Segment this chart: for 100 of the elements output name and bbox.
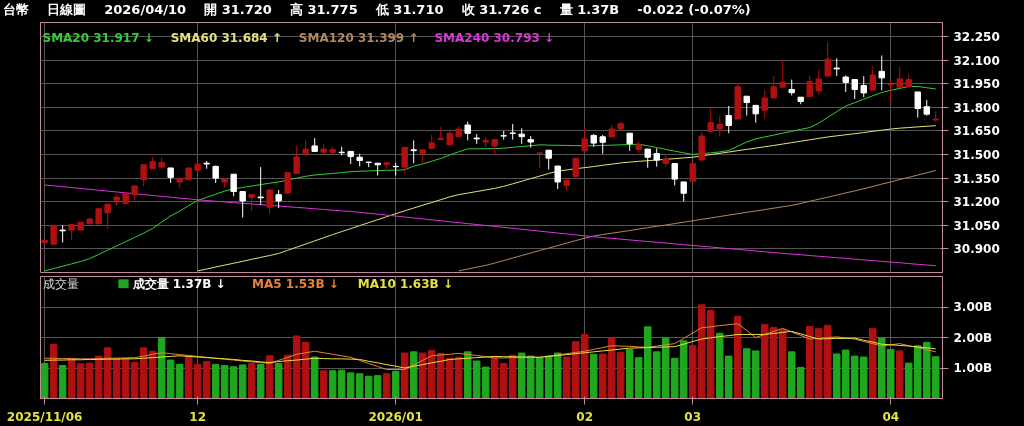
bar — [49, 343, 58, 399]
y-tick-label: 30.900 — [953, 242, 1000, 257]
text: 量 1.37B — [559, 2, 620, 17]
candlestick — [464, 121, 471, 141]
text: 高 31.775 — [290, 2, 358, 17]
candlestick — [239, 191, 246, 218]
bar — [265, 355, 274, 399]
bar — [400, 352, 409, 399]
y-tick-label: 31.050 — [953, 218, 1000, 233]
candlestick — [536, 152, 543, 169]
candlestick — [266, 189, 273, 215]
candlestick — [284, 172, 291, 194]
candlestick — [104, 202, 111, 230]
x-tick-label: 04 — [882, 409, 900, 424]
candlestick — [869, 65, 876, 91]
text: 開 31.720 — [204, 2, 272, 17]
candlestick — [770, 75, 777, 99]
bar — [869, 328, 877, 399]
text: 收 31.726 c — [461, 2, 542, 17]
line-series — [458, 169, 937, 272]
x-tick-label: 02 — [576, 409, 594, 424]
candlestick — [914, 91, 921, 119]
candlestick — [671, 163, 678, 186]
y-tick-label: 31.350 — [953, 171, 1000, 186]
candlestick — [410, 139, 417, 164]
text: -0.022 (-0.07%) — [637, 2, 751, 17]
candlestick — [59, 224, 66, 244]
bar — [40, 362, 49, 399]
y-tick-label: 31.950 — [953, 77, 1000, 92]
text: 低 31.710 — [375, 2, 444, 17]
candlestick — [887, 80, 894, 105]
y-tick-label: 31.200 — [953, 195, 1000, 210]
chart-title: 台幣 — [3, 2, 29, 17]
legend-label: 成交量 1.37B ↓ — [131, 276, 226, 291]
candlestick — [707, 108, 714, 133]
candlestick — [743, 95, 750, 117]
candlestick — [401, 146, 408, 174]
y-tick-label: 31.500 — [953, 148, 1000, 163]
y-tick-label: 32.100 — [953, 53, 1000, 68]
x-tick-label: 2025/11/06 — [6, 409, 83, 424]
text: SMA20 31.917 ↓ — [42, 30, 154, 45]
candlestick — [572, 157, 579, 178]
text: SMA60 31.684 ↑ — [170, 30, 282, 45]
candlestick — [725, 105, 732, 134]
chart-title: 成交量 — [42, 276, 79, 291]
candlestick — [275, 189, 282, 209]
candlestick — [716, 115, 723, 137]
y-tick-label: 31.800 — [953, 100, 1000, 115]
candlestick — [599, 134, 606, 155]
bar — [382, 373, 391, 399]
bar — [409, 351, 418, 399]
candlestick — [896, 66, 903, 88]
y-tick-label: 2.00B — [953, 330, 993, 345]
bar — [733, 315, 742, 399]
bar — [319, 370, 328, 399]
bar — [310, 356, 319, 399]
text: 日線圖 — [47, 2, 87, 17]
candlestick — [824, 41, 831, 77]
line-series — [44, 330, 937, 369]
text: 2026/04/10 — [104, 2, 187, 17]
candlestick — [779, 59, 786, 88]
y-tick-label: 32.250 — [953, 30, 1000, 45]
y-tick-label: 1.00B — [953, 361, 993, 375]
text: SMA120 31.399 ↑ — [298, 30, 419, 45]
candlestick — [230, 173, 237, 197]
text: SMA240 30.793 ↓ — [434, 30, 555, 45]
candlestick — [545, 149, 552, 171]
bar — [589, 353, 598, 399]
line-series — [44, 184, 937, 267]
candlestick — [851, 79, 858, 100]
text: MA10 1.63B ↓ — [357, 276, 453, 291]
x-tick-label: 12 — [189, 409, 207, 424]
bar — [896, 350, 904, 399]
candlestick — [815, 69, 822, 95]
bar — [247, 363, 256, 399]
candlestick — [680, 181, 687, 202]
candlestick — [257, 166, 264, 206]
candlestick — [554, 165, 561, 190]
candlestick — [860, 75, 867, 98]
text: MA5 1.53B ↓ — [252, 276, 339, 291]
line-series — [44, 323, 937, 371]
bar — [256, 363, 265, 399]
candlestick — [140, 163, 147, 187]
bar — [274, 362, 283, 399]
candlestick — [581, 126, 588, 152]
bar — [391, 370, 400, 399]
x-tick-label: 03 — [684, 409, 702, 424]
candlestick — [689, 160, 696, 182]
x-tick-label: 2026/01 — [368, 409, 423, 424]
candlestick — [806, 74, 813, 98]
line-series — [197, 125, 937, 272]
candlestick — [761, 89, 768, 120]
candlestick — [653, 147, 660, 168]
y-tick-label: 31.650 — [953, 124, 1000, 139]
candlestick — [878, 55, 885, 91]
candlestick — [392, 162, 399, 176]
candlestick — [50, 224, 57, 245]
candlestick — [293, 145, 300, 174]
bar — [58, 365, 67, 399]
candlestick — [644, 148, 651, 169]
